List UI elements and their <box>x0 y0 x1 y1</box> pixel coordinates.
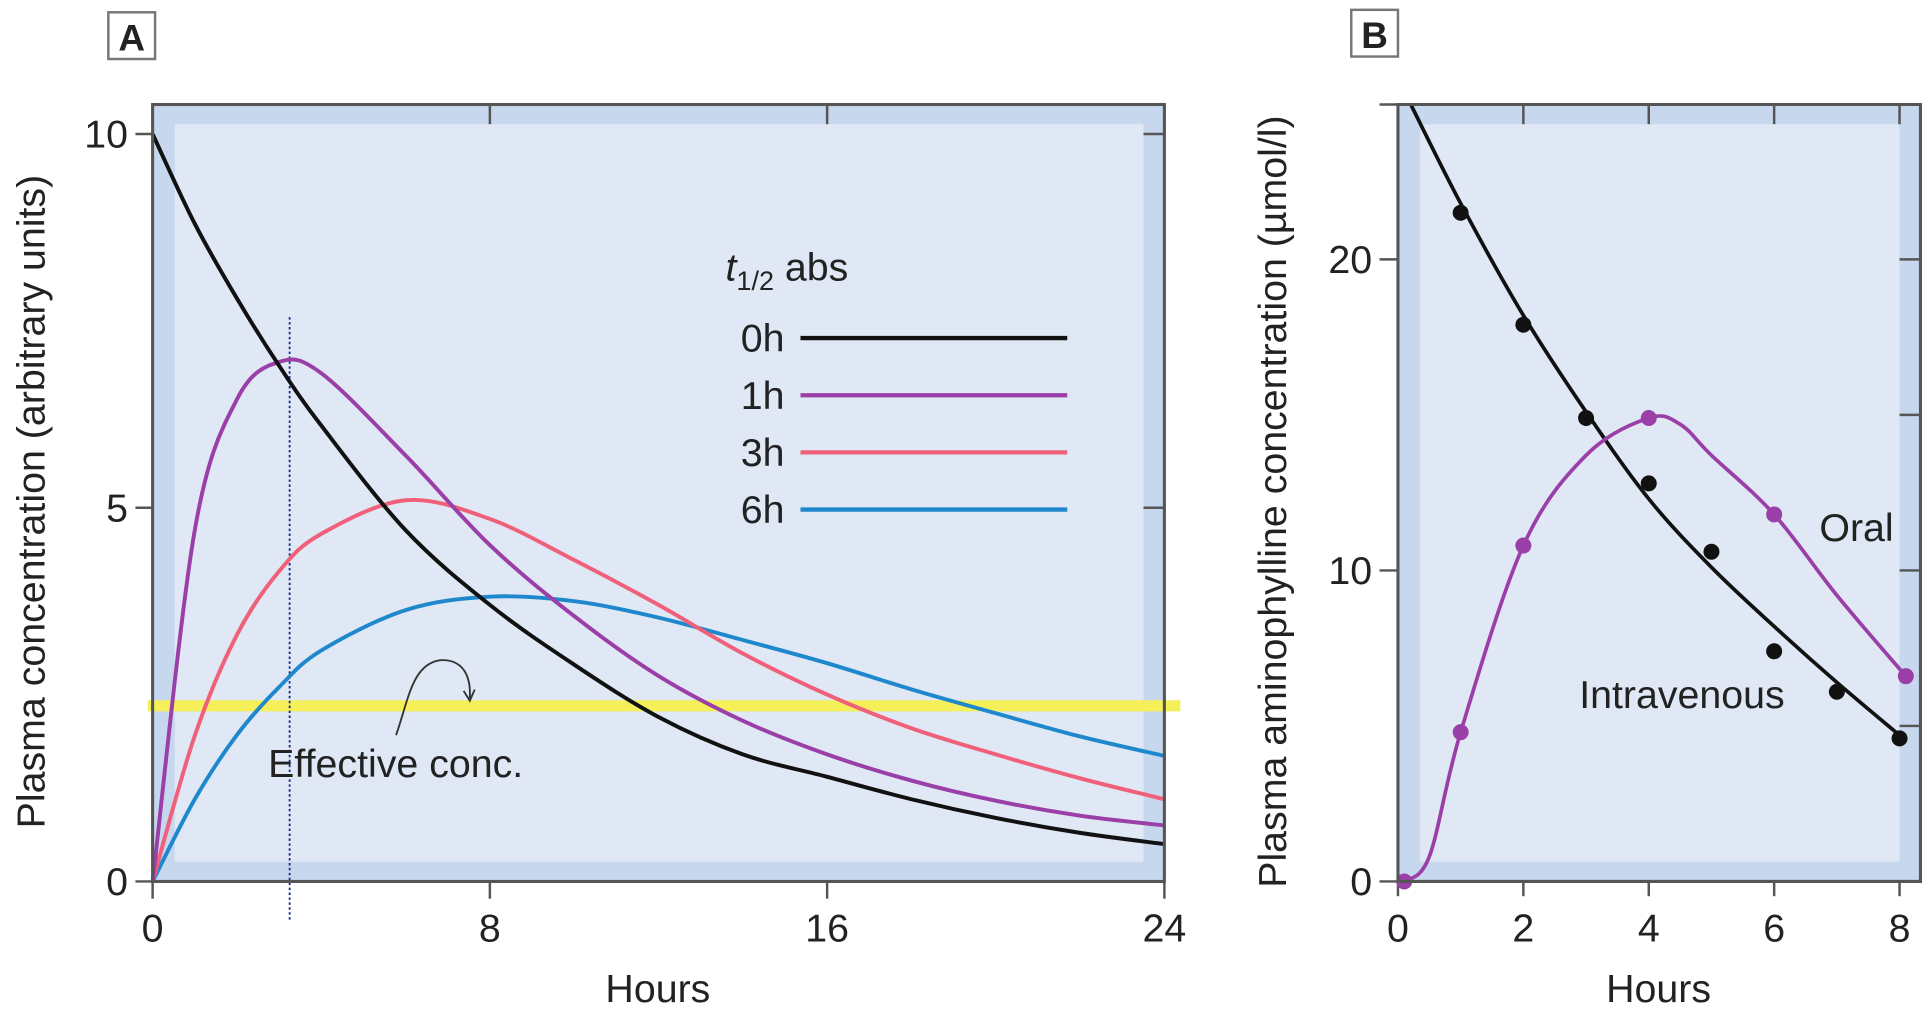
panel-b-label: B <box>1361 15 1388 56</box>
data-point-intravenous <box>1640 475 1657 492</box>
x-axis-title-b: Hours <box>1606 967 1711 1011</box>
y-tick-label: 10 <box>1328 549 1372 593</box>
data-point-intravenous <box>1703 543 1720 560</box>
plot-a-curves <box>150 133 1165 883</box>
x-tick-label: 8 <box>1889 907 1911 951</box>
oral-label: Oral <box>1819 506 1893 550</box>
effective-conc-label: Effective conc. <box>268 742 523 786</box>
x-tick-label: 6 <box>1763 907 1785 951</box>
legend-title-t: t <box>726 245 739 289</box>
x-tick-label: 24 <box>1143 907 1187 951</box>
data-point-oral <box>1766 506 1783 523</box>
panel-a-label-box <box>107 11 157 61</box>
y-tick-label: 0 <box>1350 860 1372 904</box>
legend-label-0h: 0h <box>741 317 785 361</box>
legend-label-6h: 6h <box>741 488 785 532</box>
data-point-intravenous <box>1828 683 1845 700</box>
effective-conc-arrow <box>395 659 471 736</box>
data-point-intravenous <box>1515 316 1532 333</box>
data-point-intravenous <box>1452 204 1469 221</box>
data-point-intravenous <box>1766 643 1783 660</box>
legend-title-sub: 1/2 <box>736 266 774 296</box>
x-tick-label: 0 <box>142 907 164 951</box>
panel-b-label-box <box>1350 8 1400 58</box>
data-point-oral <box>1640 410 1657 427</box>
y-tick-label: 5 <box>106 486 128 530</box>
data-point-oral <box>1515 537 1532 554</box>
data-point-intravenous <box>1891 730 1908 747</box>
intravenous-label: Intravenous <box>1579 673 1785 717</box>
y-axis-title-a: Plasma concentration (arbitrary units) <box>9 175 53 829</box>
panel-a: A Effective conc. t1/2 abs 0h 1h 3h 6h 0 8 16… <box>9 11 1186 1011</box>
plot-a-border <box>151 102 1166 883</box>
legend-title-rest: abs <box>774 245 848 289</box>
x-tick-label: 2 <box>1512 907 1534 951</box>
x-axis-title-a: Hours <box>605 967 710 1011</box>
panel-a-label: A <box>118 17 145 58</box>
series-line-6h <box>150 594 1165 883</box>
plot-a-area <box>174 124 1144 862</box>
data-point-oral <box>1452 724 1469 741</box>
data-point-intravenous <box>1578 410 1595 427</box>
plot-b-area <box>1420 124 1900 862</box>
panel-b: B Oral Intravenous 0 2 4 6 8 0 10 20 Hours Plas… <box>1251 8 1922 1011</box>
legend-label-1h: 1h <box>741 374 785 418</box>
series-line-3h <box>150 497 1165 883</box>
series-line-0h <box>150 133 1165 847</box>
x-tick-label: 4 <box>1638 907 1660 951</box>
fit-line-oral <box>1402 414 1908 883</box>
y-axis-title-b: Plasma aminophylline concentration (µmol… <box>1251 115 1295 887</box>
legend: 0h 1h 3h 6h <box>741 317 1068 532</box>
plot-b-tick-labels: 0 2 4 6 8 0 10 20 <box>1328 238 1910 951</box>
x-tick-label: 0 <box>1387 907 1409 951</box>
y-tick-label: 20 <box>1328 238 1372 282</box>
data-point-oral <box>1897 668 1914 685</box>
legend-title: t1/2 abs <box>726 245 849 296</box>
x-tick-label: 16 <box>805 907 849 951</box>
plot-b-border <box>1396 102 1922 883</box>
y-tick-label: 0 <box>106 860 128 904</box>
arrowhead-icon <box>462 689 476 703</box>
plot-a-tick-labels: 0 8 16 24 0 5 10 <box>84 113 1186 951</box>
y-tick-label: 10 <box>84 113 128 157</box>
x-tick-label: 8 <box>479 907 501 951</box>
fit-line-intravenous <box>1408 103 1901 737</box>
legend-label-3h: 3h <box>741 431 785 475</box>
series-line-1h <box>150 357 1165 882</box>
plot-b-curves <box>1396 103 1914 890</box>
